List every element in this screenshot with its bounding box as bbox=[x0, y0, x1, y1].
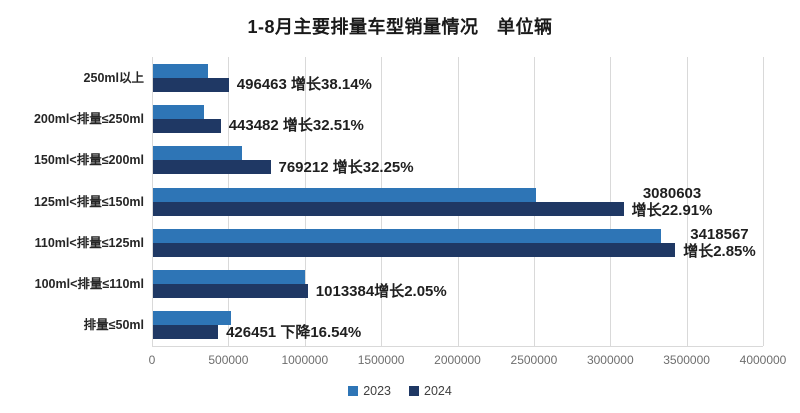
data-label-line: 增长2.85% bbox=[683, 242, 756, 260]
data-label-line: 1013384增长2.05% bbox=[315, 282, 447, 300]
data-label: 769212 增长32.25% bbox=[279, 159, 414, 176]
plot-area bbox=[152, 57, 764, 347]
x-axis-tick-label: 3500000 bbox=[663, 353, 710, 367]
category-label: 250ml以上 bbox=[83, 70, 144, 85]
category-label: 排量≤50ml bbox=[83, 318, 144, 333]
bar-2024-5 bbox=[153, 284, 308, 299]
data-label-line: 3418567 bbox=[690, 225, 749, 243]
data-label: 496463 增长38.14% bbox=[237, 76, 372, 93]
x-axis-tick-label: 0 bbox=[148, 353, 156, 367]
bar-2024-4 bbox=[153, 242, 676, 257]
data-label: 3418567 增长2.85% bbox=[683, 226, 756, 260]
chart-legend: 2023 2024 bbox=[0, 384, 800, 398]
legend-swatch-icon bbox=[348, 386, 359, 396]
data-label-line: 769212 增长32.25% bbox=[278, 158, 414, 176]
x-axis-tick-label: 4000000 bbox=[739, 353, 787, 367]
x-axis-tick-label: 1000000 bbox=[281, 353, 329, 367]
category-label: 125ml<排量≤150ml bbox=[33, 194, 144, 209]
bar-2024-1 bbox=[153, 118, 221, 133]
category-label: 100ml<排量≤110ml bbox=[34, 277, 144, 292]
legend-label: 2023 bbox=[363, 384, 391, 398]
data-label-line: 496463 增长38.14% bbox=[236, 76, 372, 94]
data-label: 443482 增长32.51% bbox=[229, 117, 364, 134]
bar-2024-2 bbox=[153, 160, 271, 175]
category-label: 150ml<排量≤200ml bbox=[33, 153, 144, 168]
category-label: 110ml<排量≤125ml bbox=[34, 235, 144, 250]
legend-label: 2024 bbox=[424, 384, 452, 398]
bar-2023-3 bbox=[153, 187, 536, 202]
chart-title: 1-8月主要排量车型销量情况 单位辆 bbox=[247, 17, 553, 37]
x-axis-tick-label: 500000 bbox=[208, 353, 249, 367]
bar-2023-2 bbox=[153, 146, 242, 161]
data-label-line: 443482 增长32.51% bbox=[228, 117, 364, 135]
data-label: 1013384增长2.05% bbox=[316, 283, 447, 300]
x-axis-tick-label: 2500000 bbox=[510, 353, 558, 367]
data-label-line: 3080603 bbox=[642, 184, 702, 202]
gridline bbox=[763, 57, 764, 346]
legend-item-2024: 2024 bbox=[409, 384, 452, 398]
data-label: 426451 下降16.54% bbox=[226, 324, 361, 341]
data-label-line: 增长22.91% bbox=[631, 201, 713, 219]
data-label-line: 426451 下降16.54% bbox=[226, 323, 362, 341]
bar-2023-0 bbox=[153, 63, 208, 78]
x-axis-tick-label: 1500000 bbox=[357, 353, 405, 367]
bar-2024-3 bbox=[153, 201, 624, 216]
x-axis-tick-label: 3000000 bbox=[586, 353, 634, 367]
data-label: 3080603 增长22.91% bbox=[632, 185, 713, 219]
x-axis-tick-label: 2000000 bbox=[434, 353, 481, 367]
gridline bbox=[152, 57, 153, 346]
bar-2023-6 bbox=[153, 311, 231, 326]
gridline bbox=[686, 57, 688, 346]
bar-2023-5 bbox=[153, 270, 305, 285]
bar-2024-6 bbox=[153, 325, 219, 340]
bar-2024-0 bbox=[153, 77, 229, 92]
bar-2023-4 bbox=[153, 228, 661, 243]
category-label: 200ml<排量≤250ml bbox=[33, 111, 144, 126]
legend-item-2023: 2023 bbox=[348, 384, 391, 398]
bar-2023-1 bbox=[153, 104, 205, 119]
legend-swatch-icon bbox=[409, 386, 419, 396]
